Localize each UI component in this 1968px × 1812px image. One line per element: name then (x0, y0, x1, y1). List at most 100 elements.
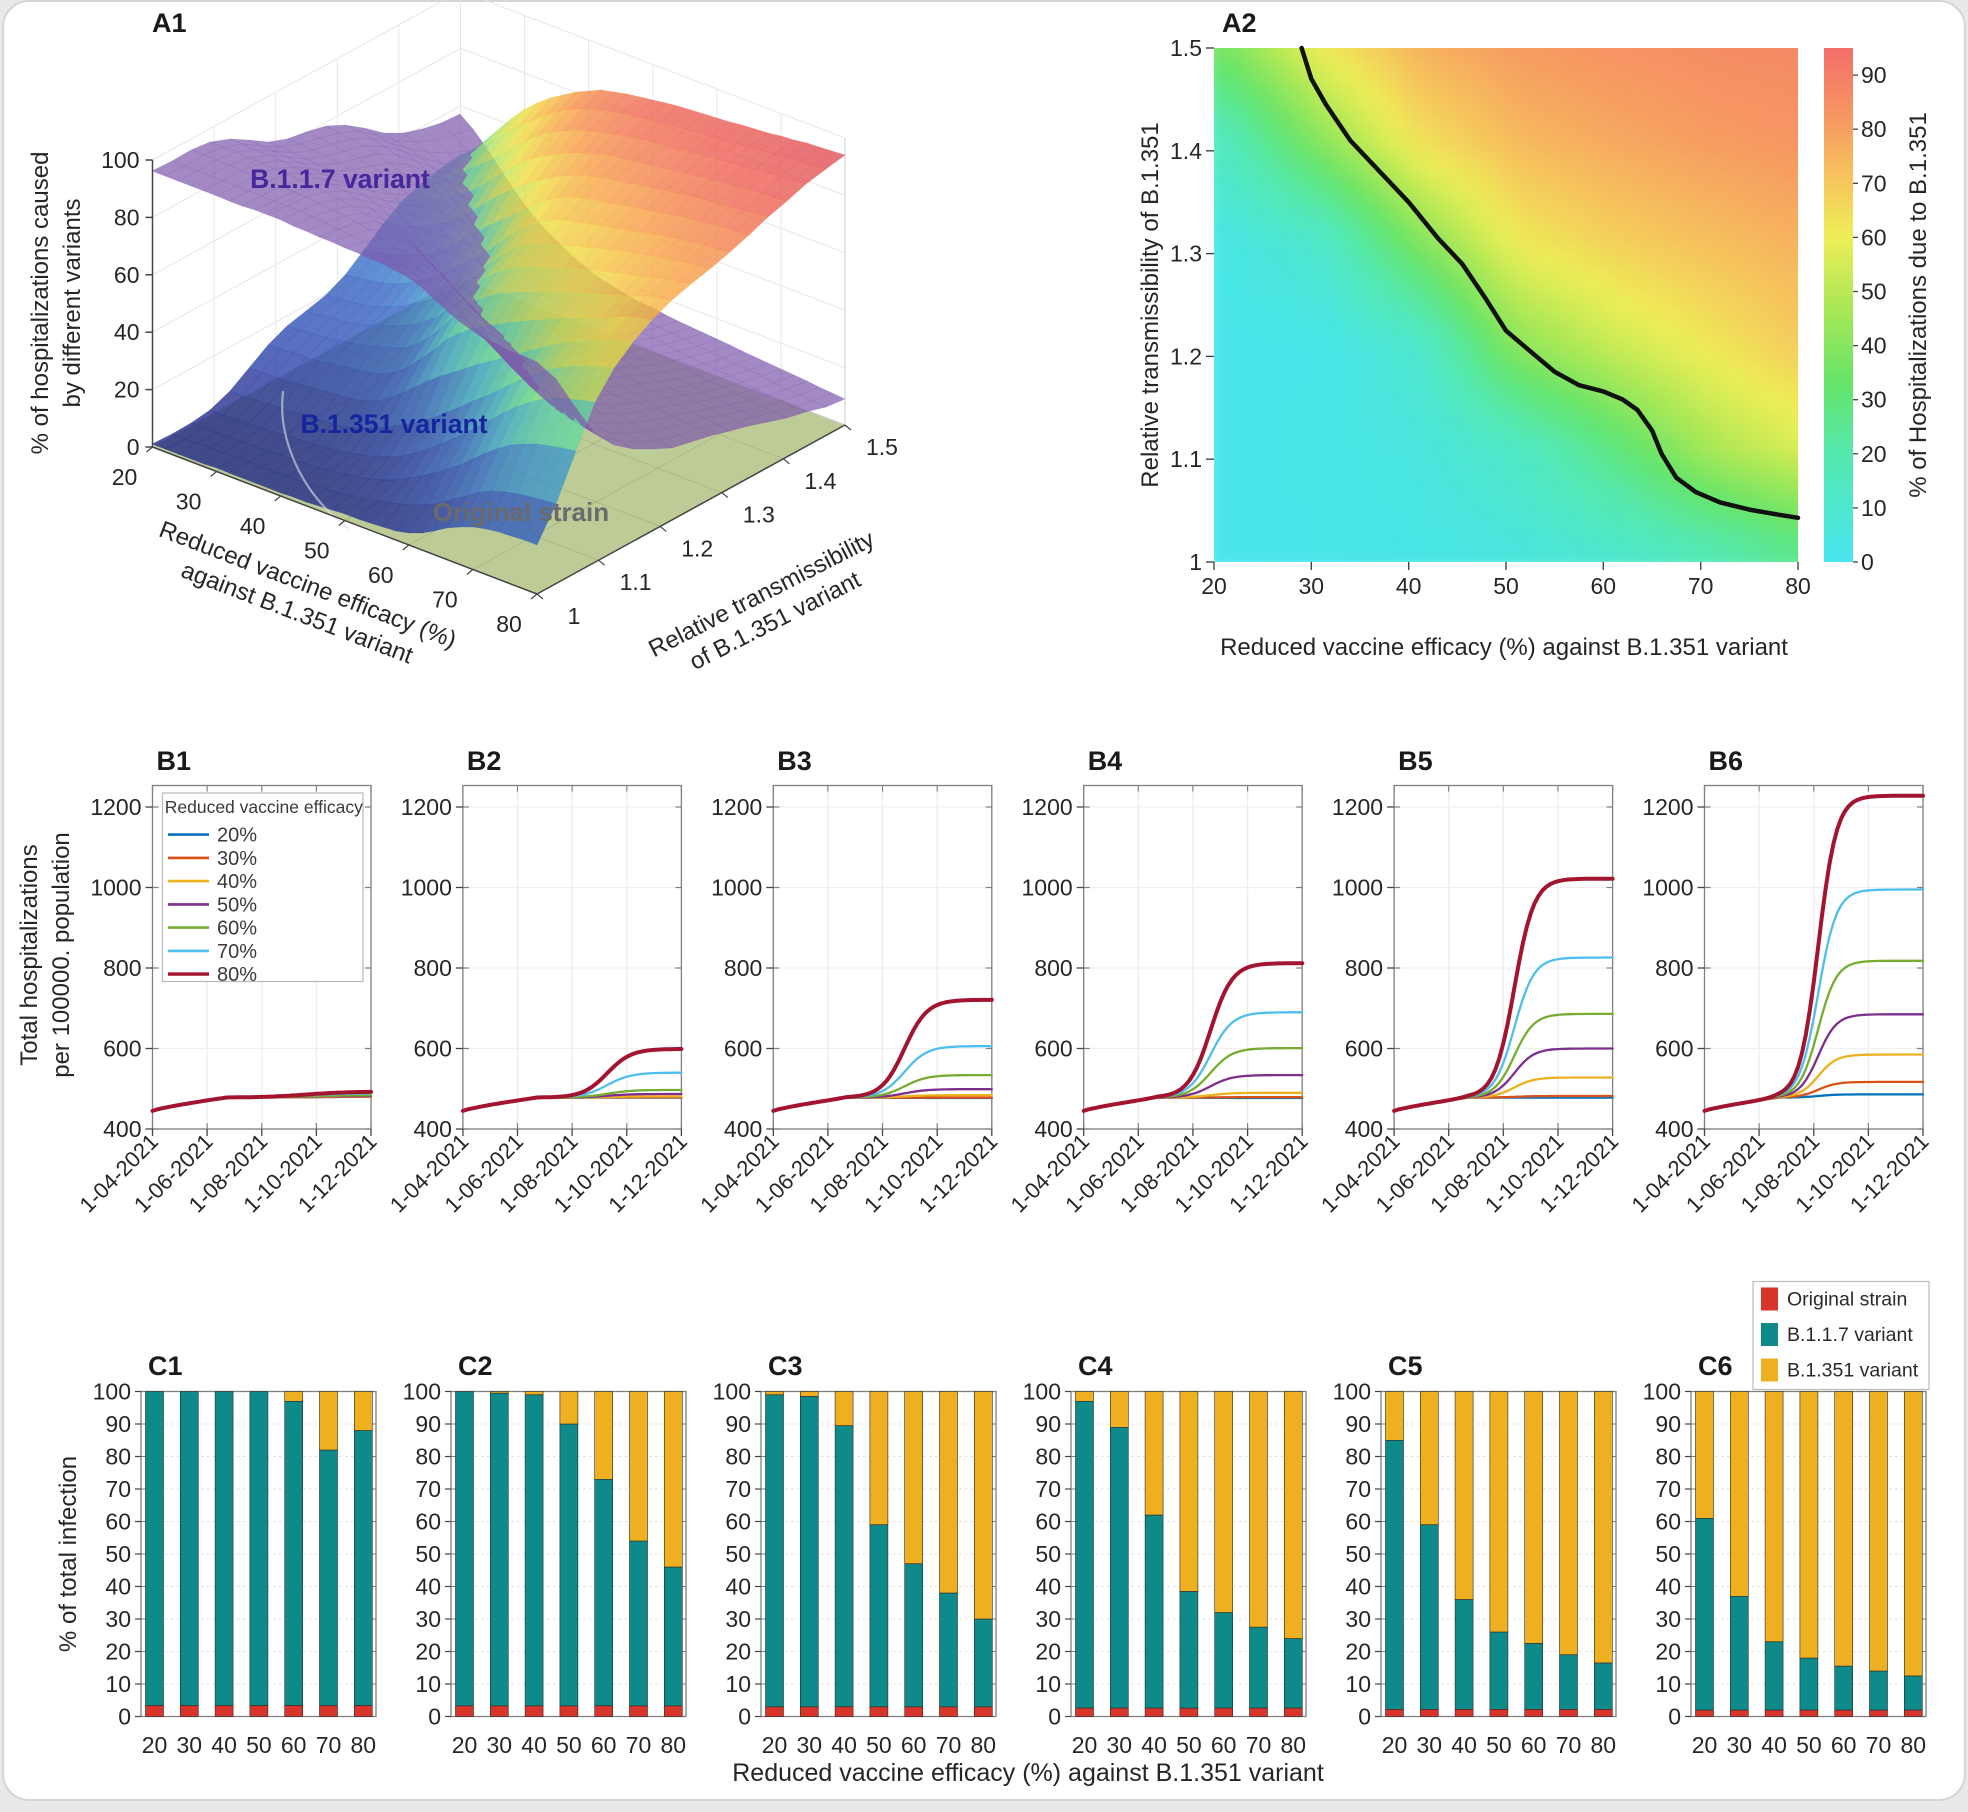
svg-text:50: 50 (415, 1541, 441, 1567)
svg-text:50%: 50% (217, 894, 257, 916)
svg-text:50: 50 (1486, 1732, 1512, 1758)
svg-text:C1: C1 (148, 1351, 183, 1381)
svg-text:0: 0 (738, 1704, 751, 1730)
svg-text:40: 40 (1396, 573, 1422, 599)
svg-text:40%: 40% (217, 871, 257, 893)
svg-text:30: 30 (1655, 1606, 1681, 1632)
svg-text:20: 20 (1201, 573, 1227, 599)
svg-text:A2: A2 (1222, 8, 1257, 38)
svg-text:30: 30 (1861, 387, 1887, 413)
svg-text:80: 80 (1901, 1732, 1927, 1758)
svg-text:B6: B6 (1709, 746, 1744, 776)
svg-text:B.1.1.7 variant: B.1.1.7 variant (250, 164, 430, 194)
svg-text:50: 50 (1345, 1541, 1371, 1567)
svg-text:50: 50 (1796, 1732, 1822, 1758)
svg-text:30: 30 (1727, 1732, 1753, 1758)
svg-text:1000: 1000 (711, 875, 762, 901)
svg-text:1200: 1200 (1022, 794, 1073, 820)
svg-text:100: 100 (93, 1379, 131, 1405)
svg-text:60: 60 (114, 262, 140, 288)
svg-text:40: 40 (1761, 1732, 1787, 1758)
svg-text:1200: 1200 (401, 794, 452, 820)
svg-text:1.4: 1.4 (1170, 138, 1202, 164)
svg-text:B5: B5 (1398, 746, 1433, 776)
svg-text:60: 60 (591, 1732, 617, 1758)
svg-text:20: 20 (1072, 1732, 1098, 1758)
svg-text:1200: 1200 (1332, 794, 1383, 820)
svg-text:60: 60 (1035, 1509, 1061, 1535)
svg-text:20: 20 (114, 377, 140, 403)
svg-text:20: 20 (1035, 1639, 1061, 1665)
svg-text:10: 10 (1035, 1671, 1061, 1697)
svg-text:60: 60 (281, 1732, 307, 1758)
svg-text:80: 80 (1345, 1444, 1371, 1470)
svg-text:400: 400 (1345, 1116, 1383, 1142)
svg-text:600: 600 (414, 1036, 452, 1062)
svg-text:50: 50 (866, 1732, 892, 1758)
svg-text:30: 30 (1035, 1606, 1061, 1632)
svg-text:30: 30 (725, 1606, 751, 1632)
svg-text:0: 0 (1861, 549, 1874, 575)
svg-text:20: 20 (112, 464, 138, 490)
svg-text:400: 400 (103, 1116, 141, 1142)
svg-text:20: 20 (1655, 1639, 1681, 1665)
svg-text:Total hospitalizations: Total hospitalizations (16, 844, 43, 1065)
svg-text:0: 0 (118, 1704, 131, 1730)
svg-text:70: 70 (1345, 1476, 1371, 1502)
svg-text:800: 800 (1655, 955, 1693, 981)
svg-text:1.5: 1.5 (866, 434, 898, 460)
svg-text:50: 50 (1176, 1732, 1202, 1758)
svg-text:50: 50 (105, 1541, 131, 1567)
svg-text:80%: 80% (217, 964, 257, 986)
svg-text:0: 0 (127, 434, 140, 460)
svg-text:90: 90 (1345, 1411, 1371, 1437)
svg-text:50: 50 (1655, 1541, 1681, 1567)
svg-text:40: 40 (521, 1732, 547, 1758)
svg-text:80: 80 (1785, 573, 1811, 599)
svg-text:30: 30 (1299, 573, 1325, 599)
svg-text:80: 80 (1655, 1444, 1681, 1470)
svg-text:40: 40 (1345, 1574, 1371, 1600)
svg-text:20: 20 (105, 1639, 131, 1665)
svg-text:600: 600 (1345, 1036, 1383, 1062)
svg-text:40: 40 (1035, 1574, 1061, 1600)
svg-text:by different variants: by different variants (59, 198, 86, 407)
svg-text:1200: 1200 (711, 794, 762, 820)
svg-text:1000: 1000 (1642, 875, 1693, 901)
svg-text:30: 30 (176, 489, 202, 515)
svg-text:70: 70 (1246, 1732, 1272, 1758)
svg-text:20: 20 (142, 1732, 168, 1758)
svg-text:10: 10 (1345, 1671, 1371, 1697)
svg-text:20: 20 (1861, 441, 1887, 467)
svg-text:Reduced vaccine efficacy: Reduced vaccine efficacy (165, 797, 363, 817)
svg-text:70: 70 (725, 1476, 751, 1502)
svg-text:80: 80 (415, 1444, 441, 1470)
svg-text:40: 40 (240, 513, 266, 539)
svg-text:1200: 1200 (1642, 794, 1693, 820)
svg-text:100: 100 (1023, 1379, 1061, 1405)
svg-text:30: 30 (105, 1606, 131, 1632)
svg-text:20: 20 (415, 1639, 441, 1665)
svg-text:40: 40 (415, 1574, 441, 1600)
svg-text:1000: 1000 (1022, 875, 1073, 901)
svg-text:B.1.1.7 variant: B.1.1.7 variant (1787, 1324, 1913, 1346)
svg-text:B.1.351 variant: B.1.351 variant (300, 409, 487, 439)
svg-text:400: 400 (724, 1116, 762, 1142)
svg-text:30: 30 (1417, 1732, 1443, 1758)
svg-text:B4: B4 (1088, 746, 1123, 776)
svg-text:90: 90 (1861, 62, 1887, 88)
svg-text:80: 80 (1861, 116, 1887, 142)
svg-text:40: 40 (105, 1574, 131, 1600)
svg-text:80: 80 (114, 204, 140, 230)
svg-text:90: 90 (1655, 1411, 1681, 1437)
svg-text:70: 70 (316, 1732, 342, 1758)
svg-text:90: 90 (105, 1411, 131, 1437)
svg-text:% of Hospitalizations due to B: % of Hospitalizations due to B.1.351 (1905, 112, 1932, 498)
svg-text:40: 40 (1655, 1574, 1681, 1600)
svg-text:10: 10 (725, 1671, 751, 1697)
svg-text:20: 20 (1692, 1732, 1718, 1758)
svg-text:60: 60 (1861, 224, 1887, 250)
svg-text:50: 50 (725, 1541, 751, 1567)
svg-text:800: 800 (103, 955, 141, 981)
svg-text:30: 30 (1345, 1606, 1371, 1632)
